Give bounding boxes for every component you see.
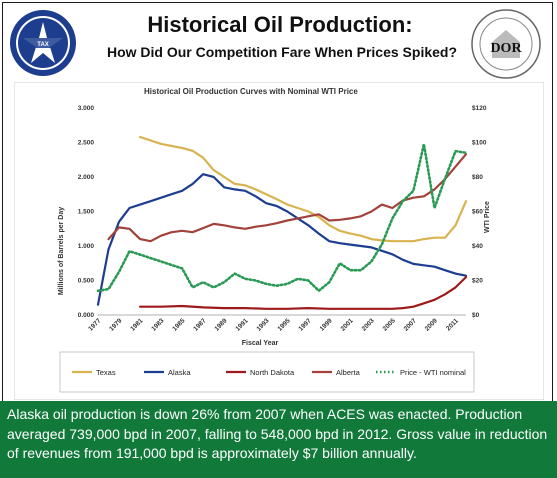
header: TAX Historical Oil Production: How Did O… [0,0,557,82]
legend-label-texas: Texas [96,368,116,377]
y2-tick-label: $100 [472,140,487,147]
page-subtitle: How Did Our Competition Fare When Prices… [106,44,458,60]
y-tick-label: 1.000 [78,243,95,250]
x-axis-label: Fiscal Year [242,340,279,347]
y2-tick-label: $40 [472,243,483,250]
y-tick-label: 1.500 [78,209,95,216]
chart-title: Historical Oil Production Curves with No… [144,87,358,96]
svg-text:TAX: TAX [37,42,49,48]
y-tick-label: 3.000 [78,105,95,112]
legend-label-alaska: Alaska [168,368,191,377]
series-line-north-dakota [138,276,468,310]
production-chart: Historical Oil Production Curves with No… [14,82,544,400]
dor-seal-icon: DOR [471,9,541,79]
y2-tick-label: $60 [472,209,483,216]
y-tick-label: 0.000 [78,312,95,319]
y2-tick-label: $0 [472,312,480,319]
legend-label-price-wti-nominal: Price - WTI nominal [400,368,466,377]
y2-axis-label: WTI Price [484,201,491,233]
y-axis-label: Millions of Barrels per Day [58,207,65,295]
tax-division-seal-icon: TAX [10,10,76,76]
legend-box [59,351,475,393]
caption-box: Alaska oil production is down 26% from 2… [0,401,557,478]
y2-tick-label: $80 [472,174,483,181]
series-line-alaska [96,173,468,306]
legend-label-alberta: Alberta [336,368,361,377]
y2-tick-label: $120 [472,105,487,112]
svg-text:DOR: DOR [490,41,522,56]
y-tick-label: 2.500 [78,140,95,147]
series-line-alberta [107,153,468,243]
y-tick-label: 0.500 [78,278,95,285]
y2-tick-label: $20 [472,278,483,285]
caption-text: Alaska oil production is down 26% from 2… [7,406,548,461]
y-tick-label: 2.000 [78,174,95,181]
series-line-price-wti-nominal [96,142,468,293]
chart-area: Historical Oil Production Curves with No… [14,82,544,400]
page-title: Historical Oil Production: [147,12,413,37]
legend-label-north-dakota: North Dakota [250,368,295,377]
